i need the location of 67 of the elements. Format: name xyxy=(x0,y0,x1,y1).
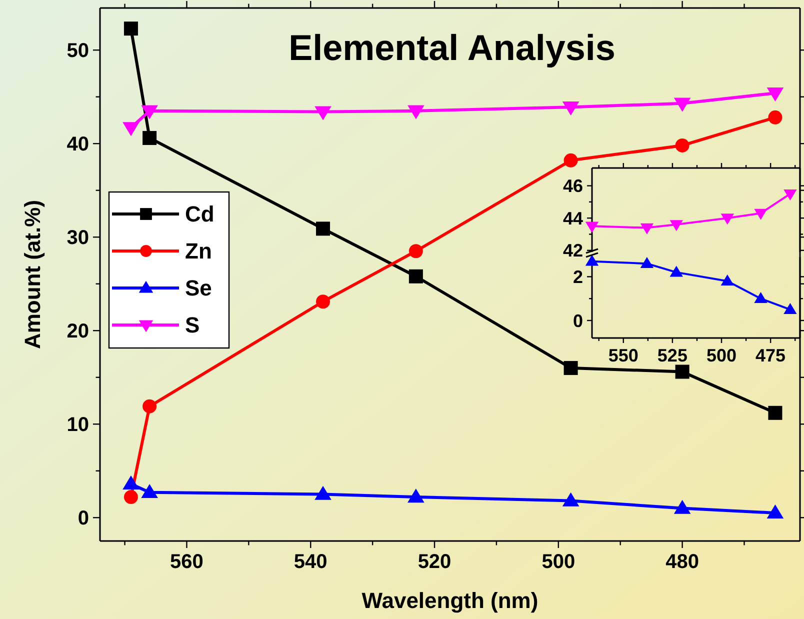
point xyxy=(674,500,691,514)
x-axis-title: Wavelength (nm) xyxy=(362,588,538,613)
point xyxy=(675,364,690,379)
point xyxy=(408,105,424,120)
point xyxy=(141,484,158,498)
y-tick-label: 10 xyxy=(66,414,89,436)
point xyxy=(408,488,424,503)
point xyxy=(564,153,578,168)
x-tick-label: 500 xyxy=(706,345,737,366)
legend-label: Cd xyxy=(185,202,214,227)
point xyxy=(675,138,690,152)
legend-label: Se xyxy=(185,276,212,301)
y-tick-label: 30 xyxy=(66,227,89,250)
point xyxy=(562,102,580,116)
legend-label: S xyxy=(185,312,200,338)
x-tick-label: 475 xyxy=(756,345,786,366)
point xyxy=(316,294,330,309)
y-tick-label: 50 xyxy=(66,40,89,62)
y-tick-label: 46 xyxy=(562,176,583,196)
point xyxy=(316,222,330,236)
y-tick-label: 42 xyxy=(562,240,583,261)
point xyxy=(754,292,768,303)
point xyxy=(670,266,683,277)
y-tick-label: 40 xyxy=(66,134,89,156)
x-tick-label: 480 xyxy=(666,551,699,573)
x-tick-label: 560 xyxy=(170,551,204,573)
point xyxy=(314,486,332,500)
x-tick-label: 540 xyxy=(294,551,328,573)
point xyxy=(122,476,140,490)
legend-label: Zn xyxy=(185,238,212,264)
point xyxy=(142,399,157,414)
text: Elemental Analysis xyxy=(288,27,616,68)
y-tick-label: 0 xyxy=(78,508,89,530)
x-tick-label: 550 xyxy=(608,345,638,366)
point xyxy=(670,220,683,232)
point xyxy=(784,189,797,200)
point xyxy=(585,254,599,266)
point xyxy=(784,302,797,314)
point xyxy=(141,105,158,120)
point xyxy=(768,406,782,420)
point xyxy=(585,222,599,233)
point xyxy=(564,361,578,376)
y-axis-title: Amount (at.%) xyxy=(20,200,45,350)
x-tick-label: 525 xyxy=(657,345,688,366)
point xyxy=(766,504,784,519)
point xyxy=(766,87,784,102)
point xyxy=(674,98,691,112)
point xyxy=(142,130,157,145)
y-tick-label: 44 xyxy=(562,208,583,228)
x-tick-label: 520 xyxy=(418,551,452,573)
y-tick-label: 2 xyxy=(572,267,583,288)
y-tick-label: 20 xyxy=(66,320,89,343)
point xyxy=(124,490,138,504)
point xyxy=(314,106,332,120)
point xyxy=(122,122,140,136)
point xyxy=(754,208,768,220)
point xyxy=(408,269,423,284)
point xyxy=(720,214,734,225)
point xyxy=(640,256,654,268)
point xyxy=(408,244,423,258)
point xyxy=(124,22,138,36)
point xyxy=(640,223,654,234)
y-tick-label: 0 xyxy=(572,310,583,331)
point xyxy=(562,492,580,506)
x-tick-label: 500 xyxy=(542,551,576,573)
point xyxy=(720,274,734,286)
point xyxy=(768,110,782,124)
